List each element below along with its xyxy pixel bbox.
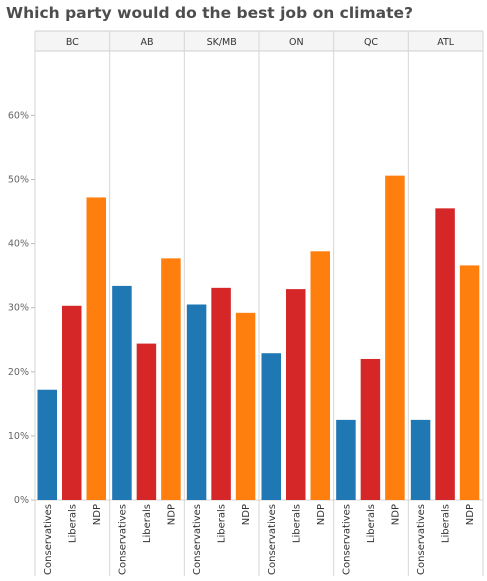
category-label: NDP bbox=[92, 504, 103, 525]
bar bbox=[186, 304, 207, 500]
y-tick-label: 30% bbox=[8, 303, 29, 314]
category-label: Liberals bbox=[67, 504, 78, 543]
category-label: NDP bbox=[390, 504, 401, 525]
bar bbox=[37, 389, 57, 500]
bar bbox=[286, 289, 306, 500]
bar bbox=[211, 287, 231, 500]
category-label: Conservatives bbox=[267, 504, 278, 575]
category-label: Liberals bbox=[142, 504, 153, 543]
category-label: Liberals bbox=[366, 504, 377, 543]
category-labels: Conservatives Liberals NDP Conservatives Lib… bbox=[43, 504, 476, 575]
category-label: NDP bbox=[316, 504, 327, 525]
bar bbox=[360, 358, 381, 500]
category-label: NDP bbox=[465, 504, 476, 525]
y-tick-label: 40% bbox=[8, 239, 29, 250]
bar bbox=[336, 419, 356, 500]
bar bbox=[435, 208, 455, 500]
category-label: Liberals bbox=[291, 504, 302, 543]
category-label: Conservatives bbox=[192, 504, 203, 575]
category-label: NDP bbox=[241, 504, 252, 525]
category-label: Conservatives bbox=[416, 504, 427, 575]
bar bbox=[235, 312, 256, 500]
region-header: ATL bbox=[437, 37, 455, 48]
bar bbox=[136, 343, 157, 500]
bar bbox=[112, 285, 132, 500]
region-header: ON bbox=[289, 37, 304, 48]
y-tick-label: 60% bbox=[8, 110, 29, 121]
category-label: Conservatives bbox=[43, 504, 54, 575]
bar bbox=[385, 175, 405, 501]
y-tick-label: 0% bbox=[14, 495, 29, 506]
bars bbox=[37, 175, 480, 501]
region-header: SK/MB bbox=[207, 37, 237, 48]
category-label: Conservatives bbox=[117, 504, 128, 575]
bar bbox=[62, 305, 82, 500]
bar bbox=[459, 265, 480, 500]
bar bbox=[86, 197, 106, 500]
category-label: NDP bbox=[166, 504, 177, 525]
y-tick-label: 50% bbox=[8, 175, 29, 186]
y-tick-label: 20% bbox=[8, 367, 29, 378]
chart-frame bbox=[34, 30, 484, 576]
region-header: AB bbox=[140, 37, 153, 48]
bar bbox=[261, 353, 281, 500]
category-label: Liberals bbox=[217, 504, 228, 543]
bar bbox=[161, 258, 181, 500]
y-axis: 0% 10% 20% 30% 40% 50% 60% bbox=[8, 110, 35, 506]
category-label: Conservatives bbox=[341, 504, 352, 575]
bar bbox=[310, 251, 330, 500]
region-header: BC bbox=[66, 37, 79, 48]
chart-title: Which party would do the best job on cli… bbox=[6, 4, 413, 22]
region-headers: BC AB SK/MB ON QC ATL bbox=[66, 37, 455, 48]
region-header: QC bbox=[364, 37, 378, 48]
bar bbox=[410, 419, 431, 500]
y-tick-label: 10% bbox=[8, 431, 29, 442]
category-label: Liberals bbox=[441, 504, 452, 543]
